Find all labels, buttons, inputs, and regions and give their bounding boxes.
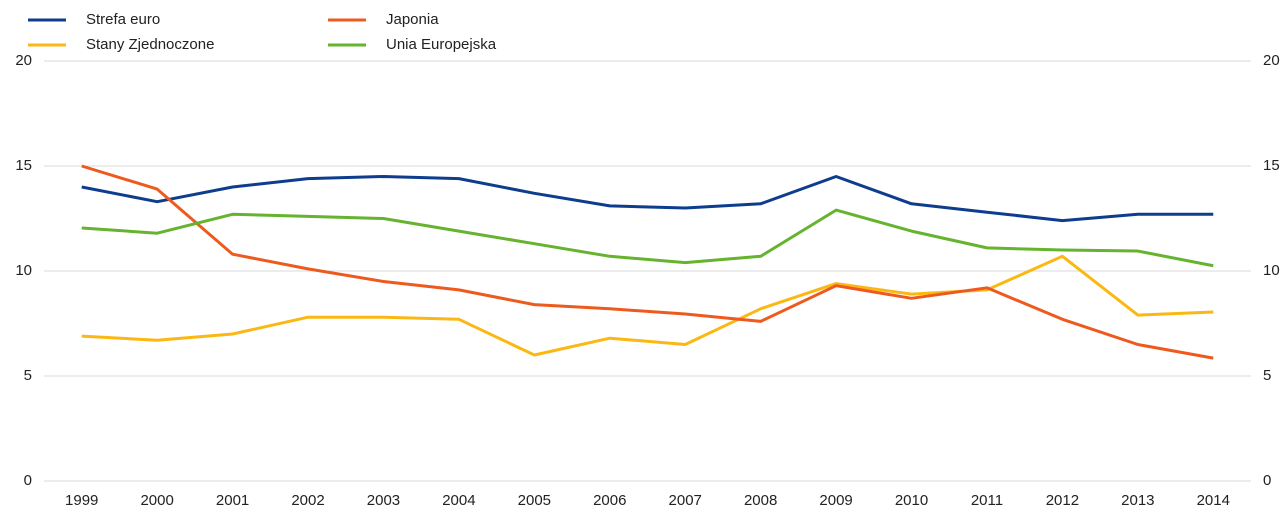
legend-label: Unia Europejska [386, 36, 497, 53]
x-tick-label: 2000 [140, 492, 173, 509]
x-tick-label: 2004 [442, 492, 475, 509]
y2-tick-label: 0 [1263, 472, 1271, 489]
y2-tick-label: 15 [1263, 157, 1280, 174]
y-tick-label: 5 [24, 367, 32, 384]
x-tick-label: 2002 [291, 492, 324, 509]
x-tick-label: 2013 [1121, 492, 1154, 509]
x-tick-label: 2007 [669, 492, 702, 509]
x-tick-label: 1999 [65, 492, 98, 509]
y2-tick-label: 20 [1263, 52, 1280, 69]
line-series [81, 164, 1214, 360]
y2-tick-label: 10 [1263, 262, 1280, 279]
x-tick-label: 2014 [1197, 492, 1230, 509]
y-tick-label: 20 [15, 52, 32, 69]
line-series [81, 254, 1214, 357]
line-series [81, 208, 1214, 268]
x-tick-label: 2001 [216, 492, 249, 509]
x-tick-label: 2006 [593, 492, 626, 509]
legend-label: Japonia [386, 11, 439, 28]
x-tick-label: 2010 [895, 492, 928, 509]
line-series [81, 175, 1214, 223]
y-tick-label: 15 [15, 157, 32, 174]
y-tick-label: 10 [15, 262, 32, 279]
x-tick-label: 2009 [819, 492, 852, 509]
x-tick-label: 2012 [1046, 492, 1079, 509]
x-tick-label: 2011 [971, 492, 1003, 509]
x-tick-label: 2003 [367, 492, 400, 509]
x-tick-label: 2005 [518, 492, 551, 509]
legend-label: Stany Zjednoczone [86, 36, 214, 53]
legend-label: Strefa euro [86, 11, 160, 28]
y2-tick-label: 5 [1263, 367, 1271, 384]
x-tick-label: 2008 [744, 492, 777, 509]
y-tick-label: 0 [24, 472, 32, 489]
